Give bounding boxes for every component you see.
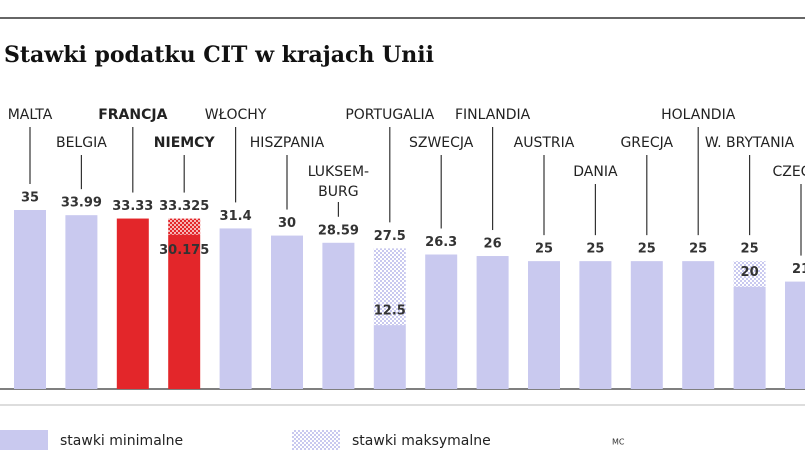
bar	[733, 261, 766, 287]
x-tick-label: W. BRYTANIA	[705, 135, 795, 151]
x-tick-label: DANIA	[573, 164, 618, 180]
bar	[219, 228, 252, 389]
x-tick-label: CZECHY	[772, 164, 805, 180]
x-tick-label: LUKSEM-	[308, 164, 369, 180]
bar	[116, 218, 149, 389]
bar	[168, 218, 201, 235]
value-label: 25	[586, 242, 604, 257]
value-label: 26	[484, 237, 502, 252]
x-tick-label: AUSTRIA	[514, 135, 575, 151]
x-tick-label: HOLANDIA	[661, 107, 736, 123]
value-label: 26.3	[425, 235, 457, 250]
bar	[373, 248, 406, 326]
bar	[425, 254, 458, 389]
x-tick-label: FINLANDIA	[455, 107, 531, 123]
value-label: 20	[741, 265, 759, 280]
x-tick-label: HISZPANIA	[250, 135, 325, 151]
x-tick-label: MALTA	[8, 107, 53, 123]
value-label: 12.5	[374, 304, 406, 319]
value-label: 33.99	[61, 196, 102, 211]
x-tick-label: GRECJA	[620, 135, 673, 151]
x-tick-label: BELGIA	[56, 135, 107, 151]
legend-label: stawki maksymalne	[352, 433, 491, 449]
value-label: 28.59	[318, 223, 359, 238]
legend-swatch	[0, 430, 48, 450]
bar	[476, 256, 509, 389]
bar	[733, 286, 766, 389]
value-label: 21	[792, 262, 805, 277]
value-label: 31.4	[220, 209, 252, 224]
x-tick-label: NIEMCY	[154, 135, 216, 151]
value-label: 25	[638, 242, 656, 257]
bar	[322, 242, 355, 389]
x-tick-label: PORTUGALIA	[345, 107, 434, 123]
x-tick-label: FRANCJA	[98, 107, 167, 123]
bar	[168, 234, 201, 389]
bar	[785, 281, 805, 389]
bar	[65, 215, 98, 389]
value-label: 30	[278, 216, 296, 231]
legend-swatch	[292, 430, 340, 450]
value-label: 30.175	[159, 243, 209, 258]
value-label: 27.5	[374, 229, 406, 244]
bar	[682, 261, 715, 389]
x-tick-label: WŁOCHY	[205, 107, 267, 123]
value-label: 35	[21, 191, 39, 206]
chart-title: Stawki podatku CIT w krajach Unii	[4, 42, 434, 68]
credit: MC	[612, 438, 625, 447]
value-label: 25	[741, 242, 759, 257]
bar	[528, 261, 560, 389]
value-label: 25	[535, 242, 553, 257]
bar	[579, 261, 612, 389]
bar	[630, 261, 663, 389]
legend-label: stawki minimalne	[60, 433, 183, 449]
value-label: 25	[689, 242, 707, 257]
value-label: 33.325	[159, 199, 209, 214]
x-tick-label: SZWECJA	[409, 135, 474, 151]
x-tick-label: BURG	[318, 184, 358, 200]
value-label: 33.33	[112, 199, 153, 214]
bar	[14, 210, 46, 389]
bar	[373, 325, 406, 389]
bar	[271, 235, 303, 389]
